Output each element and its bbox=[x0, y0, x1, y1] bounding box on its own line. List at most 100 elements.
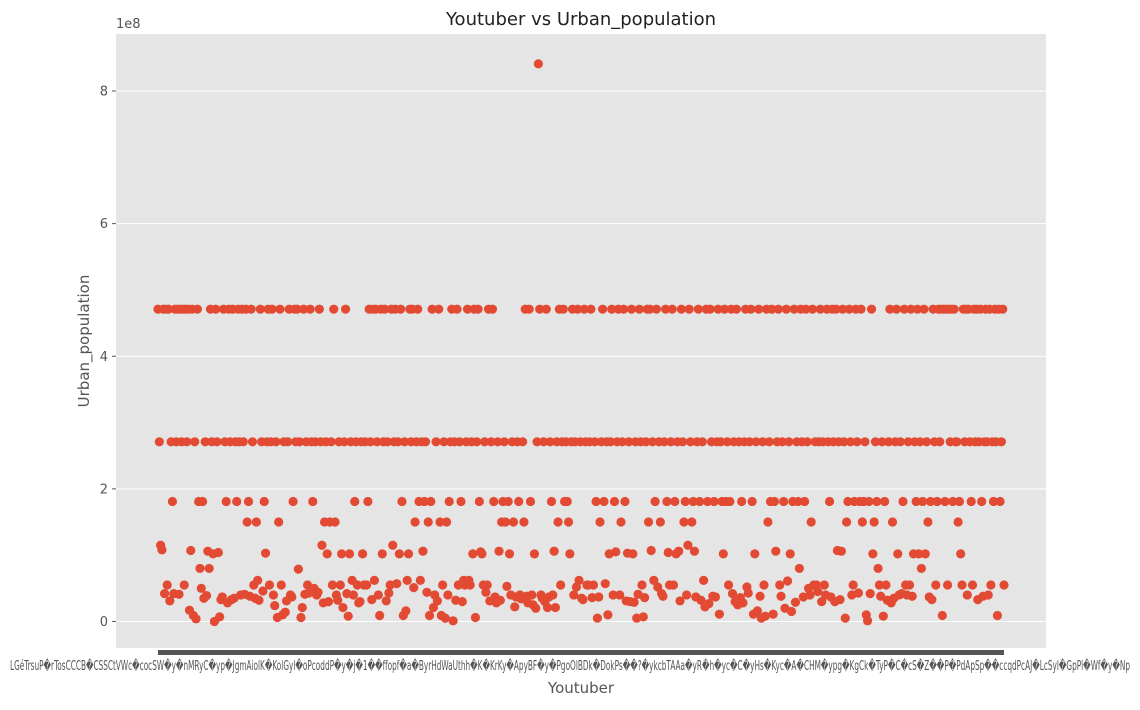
data-point bbox=[503, 496, 513, 507]
data-point bbox=[904, 580, 915, 590]
data-point bbox=[424, 610, 435, 621]
data-point bbox=[295, 437, 305, 447]
data-point bbox=[182, 437, 192, 447]
data-point bbox=[966, 496, 976, 507]
data-point bbox=[662, 496, 672, 507]
data-point bbox=[380, 304, 390, 314]
data-point bbox=[196, 583, 206, 593]
data-point bbox=[696, 595, 706, 605]
data-point bbox=[737, 496, 747, 507]
data-point bbox=[563, 517, 574, 527]
data-point bbox=[418, 546, 428, 556]
data-point bbox=[914, 549, 924, 559]
data-point bbox=[444, 496, 454, 507]
data-point bbox=[680, 496, 690, 507]
data-point bbox=[916, 563, 926, 574]
data-point bbox=[952, 437, 962, 447]
data-point bbox=[668, 580, 679, 590]
data-point bbox=[767, 304, 777, 314]
data-point bbox=[339, 437, 349, 447]
data-point bbox=[393, 437, 403, 447]
data-point bbox=[722, 437, 732, 447]
data-point bbox=[667, 304, 677, 314]
data-point bbox=[510, 602, 520, 612]
data-point bbox=[999, 580, 1009, 590]
data-point bbox=[887, 517, 898, 527]
data-point bbox=[880, 496, 890, 507]
data-point bbox=[807, 304, 818, 314]
y-tick-label: 8 bbox=[100, 85, 108, 100]
data-point bbox=[558, 304, 568, 314]
data-point bbox=[940, 496, 950, 507]
data-point bbox=[992, 610, 1003, 621]
data-point bbox=[174, 589, 184, 599]
data-point bbox=[338, 602, 348, 613]
data-point bbox=[525, 496, 536, 507]
data-point bbox=[426, 496, 436, 507]
data-point bbox=[899, 304, 909, 314]
data-point bbox=[382, 437, 393, 447]
data-point bbox=[915, 437, 925, 447]
data-point bbox=[663, 547, 673, 558]
data-point bbox=[527, 590, 537, 600]
data-point bbox=[603, 610, 613, 620]
data-point bbox=[402, 575, 412, 585]
data-point bbox=[455, 437, 465, 447]
data-point bbox=[276, 580, 286, 590]
data-point bbox=[195, 563, 205, 574]
grid-layer bbox=[116, 90, 1046, 622]
data-point bbox=[499, 437, 509, 447]
data-point bbox=[922, 437, 932, 447]
data-point bbox=[782, 576, 793, 586]
data-point bbox=[238, 437, 248, 447]
data-point bbox=[456, 496, 466, 507]
data-point bbox=[957, 580, 967, 590]
data-point bbox=[848, 580, 858, 590]
data-point bbox=[288, 496, 298, 507]
data-point bbox=[431, 437, 441, 447]
data-point bbox=[190, 437, 200, 447]
data-point bbox=[720, 304, 730, 314]
data-point bbox=[918, 496, 928, 507]
data-point bbox=[473, 304, 483, 314]
data-point bbox=[813, 587, 823, 597]
data-point bbox=[723, 580, 734, 590]
data-point bbox=[470, 612, 481, 623]
data-point bbox=[494, 546, 504, 556]
data-point bbox=[874, 580, 885, 590]
data-point bbox=[586, 304, 596, 314]
data-point bbox=[330, 517, 340, 527]
data-point bbox=[495, 595, 505, 605]
data-point bbox=[413, 304, 423, 314]
data-point bbox=[815, 304, 825, 314]
data-point bbox=[674, 546, 684, 556]
data-point bbox=[935, 437, 945, 447]
data-point bbox=[932, 496, 942, 507]
data-point bbox=[388, 540, 398, 550]
data-point bbox=[574, 575, 584, 585]
chart-title: Youtuber vs Urban_population bbox=[445, 9, 716, 30]
data-point bbox=[634, 304, 644, 314]
data-point bbox=[977, 496, 987, 507]
data-point bbox=[259, 496, 269, 507]
data-point bbox=[191, 614, 201, 624]
data-point bbox=[532, 437, 542, 447]
data-point bbox=[628, 549, 638, 559]
data-point bbox=[211, 304, 221, 314]
data-point bbox=[609, 496, 620, 507]
data-point bbox=[619, 304, 629, 314]
data-point bbox=[840, 613, 850, 623]
data-point bbox=[323, 596, 334, 607]
data-point bbox=[352, 580, 362, 590]
data-point bbox=[335, 580, 345, 590]
data-point bbox=[702, 496, 713, 507]
data-point bbox=[251, 517, 261, 527]
data-point bbox=[666, 437, 676, 447]
data-point bbox=[409, 583, 419, 593]
data-point bbox=[502, 581, 512, 591]
data-point bbox=[629, 597, 639, 607]
data-point bbox=[591, 496, 601, 507]
data-point bbox=[480, 437, 490, 447]
data-point bbox=[486, 437, 496, 447]
